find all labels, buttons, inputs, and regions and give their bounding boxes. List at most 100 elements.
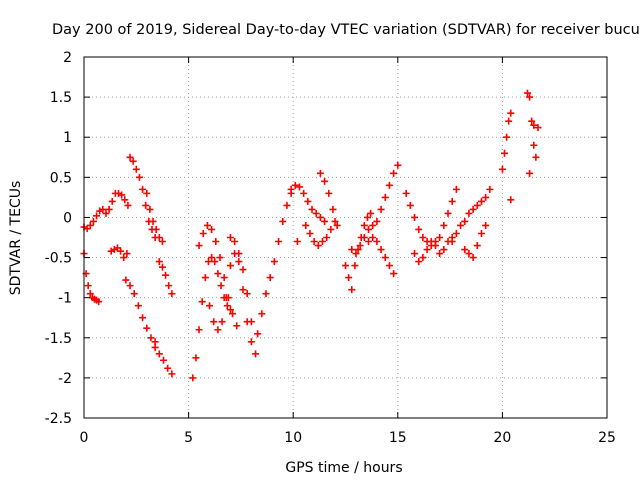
data-point xyxy=(534,124,542,132)
series-arc28 xyxy=(526,121,542,177)
data-point xyxy=(99,205,107,213)
data-point xyxy=(287,185,295,193)
data-point xyxy=(121,196,129,204)
data-point xyxy=(465,250,473,258)
data-point xyxy=(316,213,324,221)
data-point xyxy=(210,318,218,326)
data-point xyxy=(168,370,176,378)
data-point xyxy=(415,225,423,233)
data-point xyxy=(143,189,151,197)
data-point xyxy=(291,181,299,189)
data-point xyxy=(436,234,444,241)
data-point xyxy=(146,205,154,213)
series-arc14 xyxy=(287,181,329,225)
data-point xyxy=(84,282,92,290)
data-point xyxy=(192,354,200,362)
data-point xyxy=(149,217,157,225)
data-point xyxy=(331,217,339,225)
data-point xyxy=(266,274,274,282)
data-point xyxy=(482,221,490,229)
data-point xyxy=(300,189,308,197)
data-point xyxy=(124,201,132,209)
data-point xyxy=(306,229,314,237)
series-arc12 xyxy=(226,234,255,326)
data-point xyxy=(352,250,360,258)
data-point xyxy=(345,274,353,282)
y-tick-label: 1.5 xyxy=(50,90,72,106)
data-point xyxy=(204,258,212,266)
data-point xyxy=(440,221,448,229)
data-point xyxy=(363,213,371,221)
series-arc7 xyxy=(155,258,176,298)
data-point xyxy=(226,262,234,270)
data-point xyxy=(135,173,143,181)
data-point xyxy=(262,290,270,298)
data-point xyxy=(226,234,234,241)
data-point xyxy=(369,234,377,241)
data-point xyxy=(377,246,385,254)
data-point xyxy=(235,258,243,266)
gridlines xyxy=(84,57,607,418)
data-point xyxy=(411,213,419,221)
data-point xyxy=(532,153,540,161)
data-point xyxy=(275,238,283,246)
y-tick-label: 1 xyxy=(63,130,72,146)
data-point xyxy=(477,197,485,205)
data-point xyxy=(139,314,147,322)
series-arc15 xyxy=(302,217,339,250)
x-tick-label: 20 xyxy=(493,430,511,446)
data-point xyxy=(381,193,389,201)
data-point xyxy=(152,225,160,233)
data-point xyxy=(220,274,228,282)
data-point xyxy=(448,238,456,246)
data-point xyxy=(195,242,203,250)
data-point xyxy=(247,338,255,346)
data-point xyxy=(473,242,481,250)
y-tick-label: 0.5 xyxy=(50,170,72,186)
data-point xyxy=(530,121,538,129)
data-point xyxy=(526,169,534,177)
data-point xyxy=(444,209,452,217)
data-point xyxy=(86,290,94,298)
data-point xyxy=(93,212,101,220)
data-point xyxy=(123,250,131,258)
series-arc27 xyxy=(524,89,540,161)
series-arc25 xyxy=(498,109,515,173)
data-point xyxy=(390,169,398,177)
data-point xyxy=(373,238,381,246)
series-arc26 xyxy=(507,196,515,204)
data-point xyxy=(165,282,173,290)
data-point xyxy=(195,326,203,334)
series-arc18 xyxy=(342,209,375,294)
data-point xyxy=(214,270,222,278)
data-point xyxy=(448,197,456,205)
data-point xyxy=(477,229,485,237)
data-point xyxy=(134,302,142,310)
data-point xyxy=(151,338,159,346)
data-point xyxy=(223,302,231,310)
data-point xyxy=(126,153,134,161)
data-point xyxy=(143,324,151,332)
x-axis-label: GPS time / hours xyxy=(285,460,402,476)
data-point xyxy=(329,205,337,213)
data-point xyxy=(83,225,91,233)
data-point xyxy=(528,117,536,125)
data-point xyxy=(356,242,364,250)
series-arc20 xyxy=(365,234,398,278)
data-point xyxy=(142,201,150,209)
data-point xyxy=(312,209,320,217)
data-point xyxy=(526,93,534,101)
data-point xyxy=(212,238,220,246)
data-point xyxy=(222,294,230,302)
axis-ticks: 0 5 10 15 20 25 -2.5 -2 -1.5 -1 -0.5 0 0.5 1 1.5 2 xyxy=(45,50,616,446)
data-point xyxy=(189,374,197,382)
data-point xyxy=(279,217,287,225)
data-point xyxy=(314,242,322,250)
data-point xyxy=(465,209,473,217)
series-arc17 xyxy=(293,238,301,246)
data-point xyxy=(147,334,155,342)
data-point xyxy=(348,286,356,294)
x-tick-label: 0 xyxy=(80,430,89,446)
data-point xyxy=(452,185,460,193)
